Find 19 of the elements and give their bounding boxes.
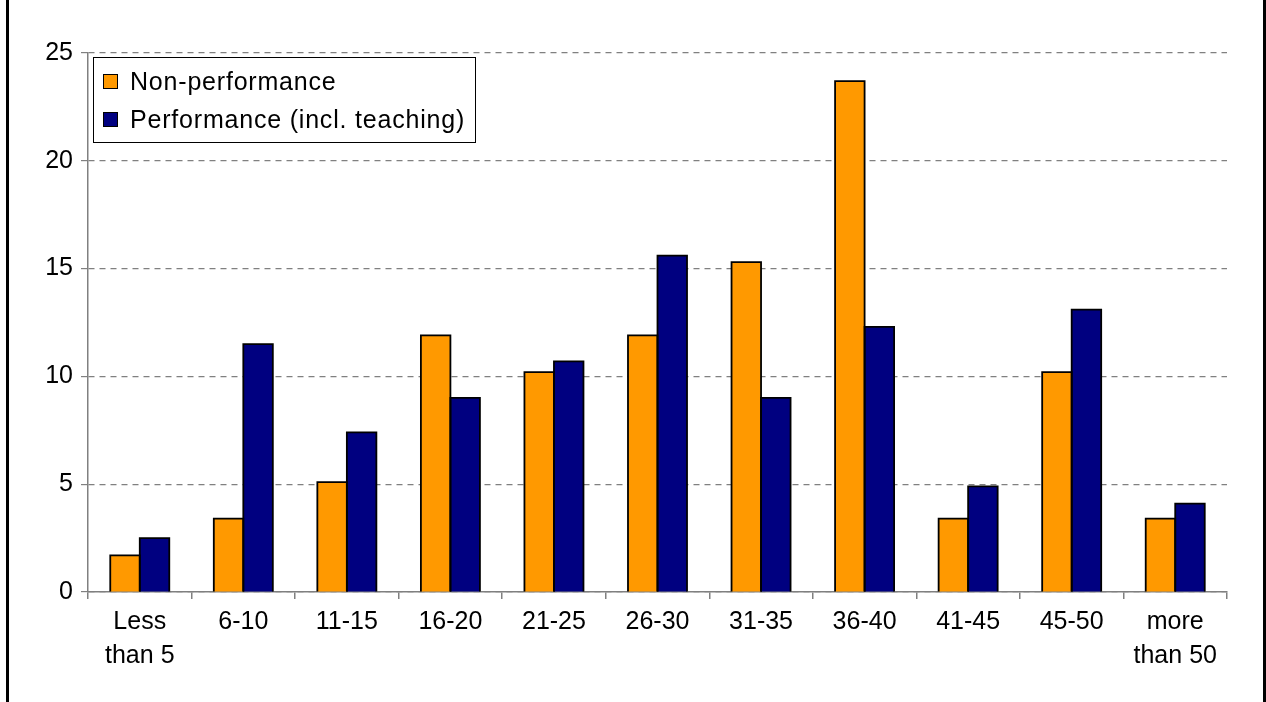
legend-label: Non-performance <box>130 66 337 96</box>
y-tick-label: 5 <box>59 468 73 497</box>
x-tick-label: 31-35 <box>729 605 794 634</box>
x-tick-label: 45-50 <box>1039 605 1104 634</box>
x-tick-label: 41-45 <box>936 605 1001 634</box>
y-tick-label: 0 <box>59 575 73 604</box>
y-tick-label: 20 <box>45 144 73 173</box>
x-tick-label: 26-30 <box>625 605 690 634</box>
x-tick-label: Less than 5 <box>105 605 175 668</box>
x-tick-label: 21-25 <box>521 605 586 634</box>
x-tick-label: 11-15 <box>315 605 378 634</box>
x-tick-label: more than 50 <box>1133 605 1217 668</box>
legend-label: Performance (incl. teaching) <box>130 104 466 134</box>
y-tick-label: 15 <box>45 252 73 281</box>
x-tick-label: 36-40 <box>832 605 897 634</box>
x-tick-label: 16-20 <box>418 605 483 634</box>
y-tick-label: 10 <box>45 360 73 389</box>
y-tick-label: 25 <box>45 36 73 65</box>
x-tick-label: 6-10 <box>218 605 269 634</box>
